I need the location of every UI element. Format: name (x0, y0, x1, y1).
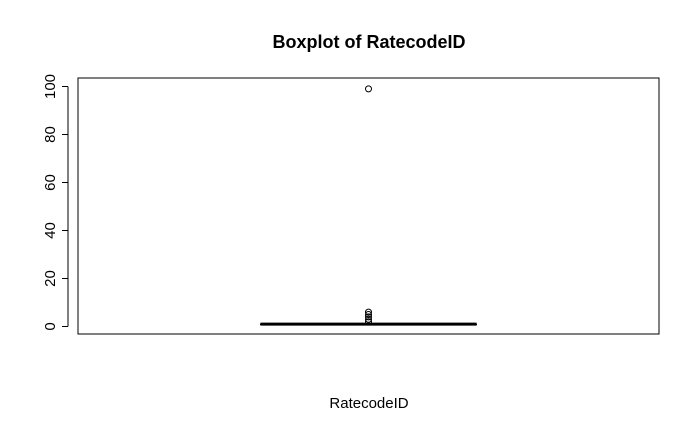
chart-title: Boxplot of RatecodeID (272, 32, 465, 52)
y-axis: 0 20 40 60 80 100 (42, 74, 69, 331)
y-tick-label: 40 (42, 222, 59, 239)
y-tick-label: 100 (42, 74, 59, 99)
outlier-point (365, 308, 372, 316)
outlier-point (365, 311, 372, 318)
x-axis-label: RatecodeID (329, 395, 408, 412)
outlier-point (365, 85, 372, 93)
plot-area (77, 77, 660, 335)
y-tick-label: 60 (42, 174, 59, 191)
y-tick-label: 0 (42, 322, 59, 330)
outlier-point (365, 313, 372, 321)
outlier-point (365, 318, 372, 326)
outlier-point (365, 315, 372, 323)
y-tick-label: 80 (42, 126, 59, 143)
y-tick-label: 20 (42, 270, 59, 287)
box-group (260, 85, 477, 326)
